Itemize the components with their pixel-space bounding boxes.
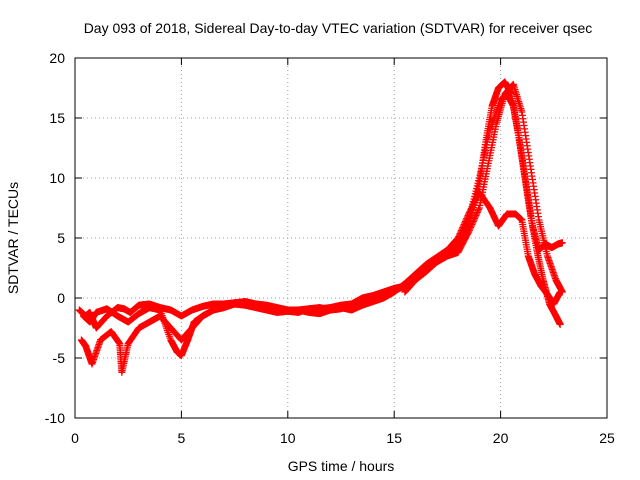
data-point xyxy=(482,144,490,152)
chart-title: Day 093 of 2018, Sidereal Day-to-day VTE… xyxy=(84,20,593,36)
data-point xyxy=(475,206,483,213)
data-point xyxy=(471,215,479,222)
data-point xyxy=(463,221,471,228)
data-point xyxy=(457,234,465,242)
data-point xyxy=(460,227,468,234)
y-tick-label: 10 xyxy=(49,170,65,186)
data-point xyxy=(478,162,486,170)
data-point xyxy=(456,236,464,243)
data-point xyxy=(484,135,492,143)
y-tick-label: 5 xyxy=(57,230,65,246)
data-point xyxy=(483,141,491,149)
series-track-4 xyxy=(401,90,566,296)
y-tick-label: 0 xyxy=(57,290,65,306)
data-point xyxy=(480,153,488,161)
axis-tick-labels: 0 5 10 15 20 25 -10 -5 0 5 10 15 20 xyxy=(45,50,615,446)
data-point xyxy=(473,210,481,218)
data-point xyxy=(485,129,493,137)
data-point xyxy=(473,209,481,216)
data-point xyxy=(472,212,480,219)
x-tick-label: 20 xyxy=(493,430,509,446)
data-point xyxy=(476,171,484,179)
y-tick-label: -10 xyxy=(45,410,65,426)
data-point xyxy=(558,239,566,247)
y-tick-label: 20 xyxy=(49,50,65,66)
series-track-2 xyxy=(77,188,564,376)
data-point xyxy=(479,156,487,164)
data-point xyxy=(558,288,566,296)
data-point xyxy=(485,132,493,140)
data-point xyxy=(556,320,564,328)
data-point xyxy=(455,239,463,246)
data-point xyxy=(471,213,479,221)
axis-ticks xyxy=(74,57,608,419)
y-axis-label: SDTVAR / TECUs xyxy=(5,182,21,294)
data-point xyxy=(481,147,489,155)
data-point xyxy=(461,225,469,233)
data-point xyxy=(475,174,483,182)
data-point xyxy=(481,150,489,158)
data-point xyxy=(474,207,482,215)
data-points xyxy=(75,78,566,376)
data-point xyxy=(462,222,470,230)
x-tick-label: 5 xyxy=(178,430,186,446)
data-point xyxy=(459,230,467,237)
data-point xyxy=(463,219,471,227)
data-point xyxy=(464,218,472,225)
data-point xyxy=(479,159,487,167)
data-point xyxy=(458,231,466,239)
x-tick-label: 0 xyxy=(71,430,79,446)
data-point xyxy=(483,138,491,146)
data-point xyxy=(454,240,462,248)
data-point xyxy=(461,224,469,231)
data-point xyxy=(477,168,485,176)
data-point xyxy=(459,228,467,236)
data-point xyxy=(477,165,485,173)
data-point xyxy=(455,237,463,245)
x-tick-label: 25 xyxy=(599,430,615,446)
data-point xyxy=(457,233,465,240)
y-tick-label: -5 xyxy=(53,350,66,366)
y-tick-label: 15 xyxy=(49,110,65,126)
x-tick-label: 10 xyxy=(280,430,296,446)
x-tick-label: 15 xyxy=(386,430,402,446)
x-axis-label: GPS time / hours xyxy=(288,458,395,474)
